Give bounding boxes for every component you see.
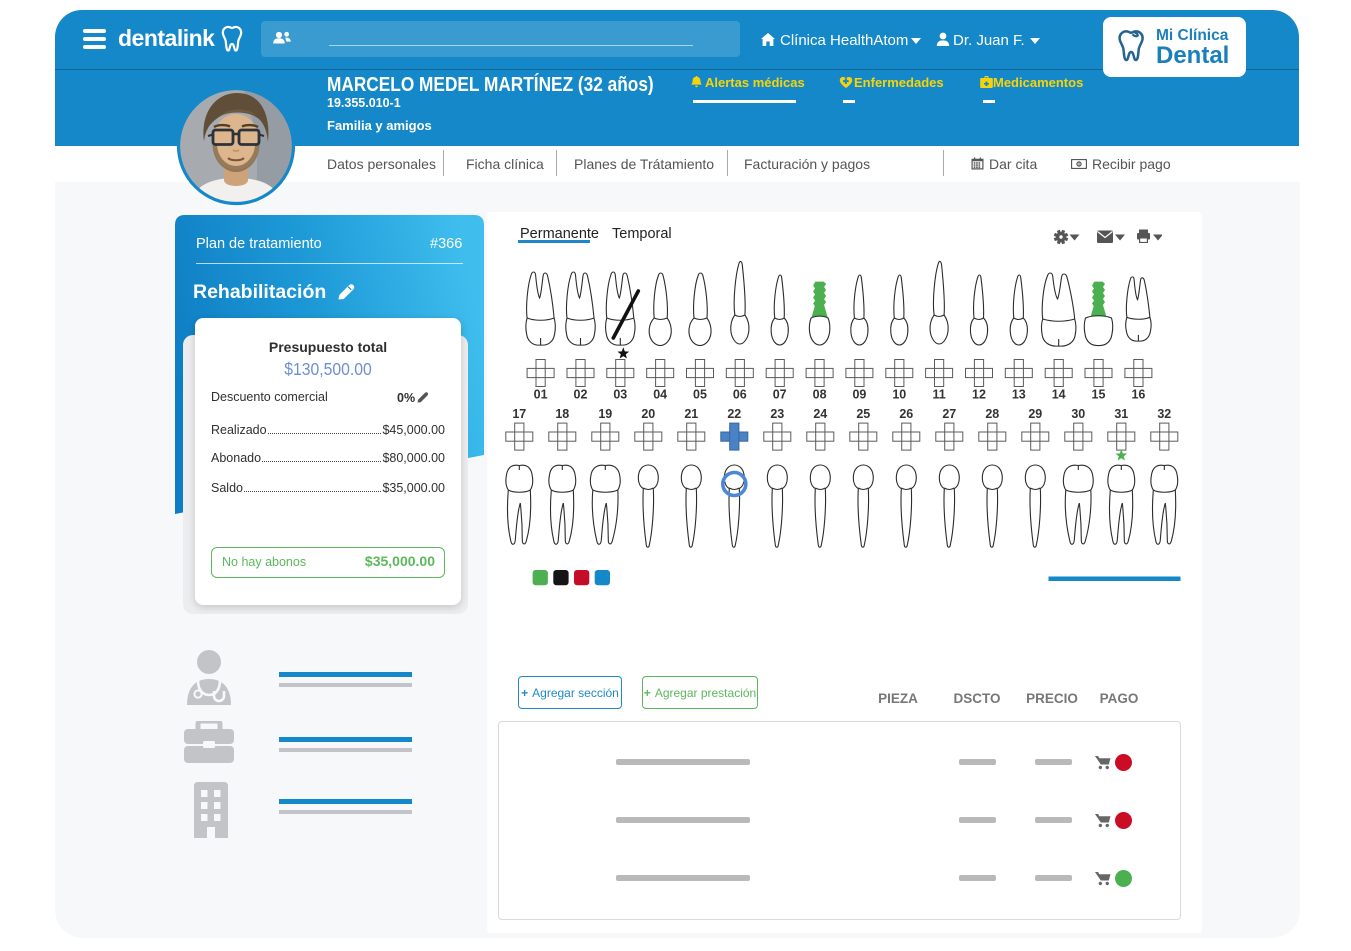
svg-text:04: 04 [653, 388, 667, 402]
svg-text:26: 26 [899, 407, 913, 421]
svg-text:09: 09 [852, 388, 866, 402]
svg-text:25: 25 [856, 407, 870, 421]
svg-text:16: 16 [1131, 388, 1145, 402]
svg-text:01: 01 [534, 388, 548, 402]
svg-text:11: 11 [932, 388, 945, 402]
svg-text:22: 22 [727, 407, 741, 421]
svg-text:29: 29 [1028, 407, 1042, 421]
svg-text:15: 15 [1092, 388, 1106, 402]
svg-text:13: 13 [1012, 388, 1026, 402]
svg-text:30: 30 [1071, 407, 1085, 421]
svg-text:08: 08 [813, 388, 827, 402]
svg-text:19: 19 [598, 407, 612, 421]
svg-text:05: 05 [693, 388, 707, 402]
svg-text:03: 03 [613, 388, 627, 402]
svg-text:17: 17 [512, 407, 526, 421]
svg-text:28: 28 [985, 407, 999, 421]
svg-text:21: 21 [684, 407, 698, 421]
svg-text:24: 24 [813, 407, 827, 421]
svg-text:27: 27 [942, 407, 956, 421]
svg-text:23: 23 [770, 407, 784, 421]
svg-text:31: 31 [1114, 407, 1128, 421]
svg-text:10: 10 [892, 388, 906, 402]
svg-text:02: 02 [574, 388, 588, 402]
svg-text:18: 18 [555, 407, 569, 421]
svg-text:14: 14 [1052, 388, 1066, 402]
svg-text:12: 12 [972, 388, 986, 402]
svg-text:32: 32 [1157, 407, 1171, 421]
svg-text:06: 06 [733, 388, 747, 402]
svg-text:20: 20 [641, 407, 655, 421]
svg-text:07: 07 [773, 388, 787, 402]
